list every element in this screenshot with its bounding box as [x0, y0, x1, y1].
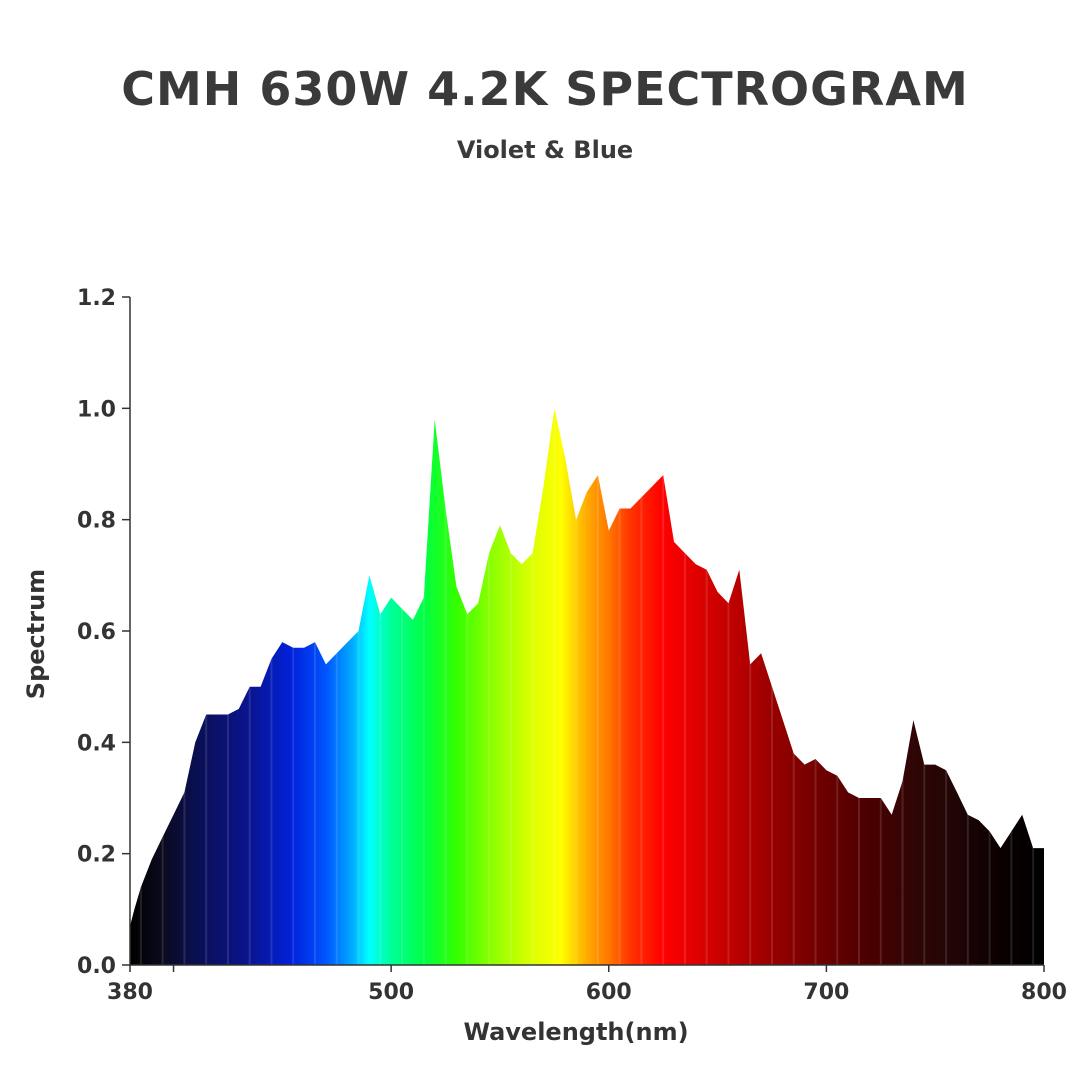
spectrum-area	[130, 408, 1044, 965]
x-axis-title: Wavelength(nm)	[463, 1018, 688, 1046]
y-tick-label: 1.2	[77, 286, 116, 311]
x-tick-label: 800	[1021, 980, 1067, 1005]
y-axis-title: Spectrum	[22, 569, 50, 699]
x-tick-label: 380	[107, 980, 153, 1005]
y-tick-label: 0.8	[77, 509, 116, 534]
plot-area	[130, 408, 1044, 965]
y-tick-label: 0.4	[77, 731, 116, 756]
axes: 0.0 0.2 0.4 0.6 0.8 1.0 1.2 380 500 600 700 800	[77, 286, 1067, 1005]
chart-title: CMH 630W 4.2K SPECTROGRAM	[121, 62, 969, 116]
x-tick-label: 600	[586, 980, 632, 1005]
chart-subtitle: Violet & Blue	[456, 136, 634, 164]
y-tick-label: 0.6	[77, 620, 116, 645]
y-tick-label: 0.0	[77, 954, 116, 979]
y-tick-label: 0.2	[77, 843, 116, 868]
y-tick-label: 1.0	[77, 397, 116, 422]
x-tick-label: 500	[368, 980, 414, 1005]
x-tick-label: 700	[803, 980, 849, 1005]
